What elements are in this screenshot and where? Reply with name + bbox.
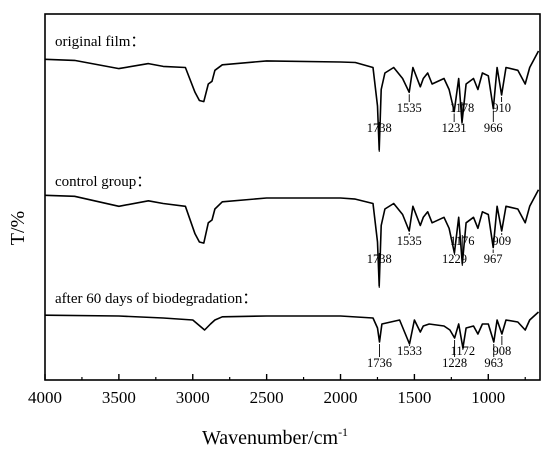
x-axis-title-superscript: -1 [338, 425, 348, 439]
peak-annotation-layer: 1738 1535 1231 1178 966 910 1738 1535 1229 1176 96… [367, 94, 512, 370]
peak-label: 910 [492, 101, 511, 115]
peak-label: 1738 [367, 252, 392, 266]
series-label: original film： [55, 34, 145, 50]
x-tick-label: 1000 [471, 388, 505, 407]
peak-label: 966 [484, 121, 503, 135]
x-tick-label: 1500 [397, 388, 431, 407]
peak-label: 1229 [442, 252, 467, 266]
peak-label: 1738 [367, 121, 392, 135]
x-axis-title: Wavenumber/cm-1 [202, 425, 348, 449]
peak-label: 963 [484, 356, 503, 370]
x-tick-label: 3500 [102, 388, 136, 407]
peak-label: 1736 [367, 356, 392, 370]
plot-frame [44, 13, 541, 381]
peak-label: 908 [493, 344, 512, 358]
series-line [44, 311, 540, 349]
y-axis-title: T/% [7, 211, 29, 245]
peak-label: 1535 [397, 101, 422, 115]
series-line [44, 189, 540, 287]
x-tick-label: 2500 [250, 388, 284, 407]
x-tick-label: 3000 [176, 388, 210, 407]
series-label: after 60 days of biodegradation： [55, 291, 257, 307]
peak-label: 1178 [450, 101, 475, 115]
series-layer: original film： control group： after 60 day… [44, 34, 540, 349]
x-axis-ticks: 4000 3500 3000 2500 2000 1500 1000 [28, 374, 526, 407]
peak-label: 1172 [451, 344, 476, 358]
peak-label: 1533 [397, 344, 422, 358]
x-axis-title-main: Wavenumber/cm [202, 427, 339, 449]
peak-label: 909 [492, 234, 511, 248]
series-line [44, 50, 540, 151]
peak-label: 967 [484, 252, 503, 266]
peak-label: 1231 [442, 121, 467, 135]
x-tick-label: 4000 [28, 388, 62, 407]
peak-label: 1535 [397, 234, 422, 248]
peak-label: 1228 [442, 356, 467, 370]
peak-label: 1176 [450, 234, 475, 248]
series-label: control group： [55, 174, 151, 190]
x-tick-label: 2000 [324, 388, 358, 407]
